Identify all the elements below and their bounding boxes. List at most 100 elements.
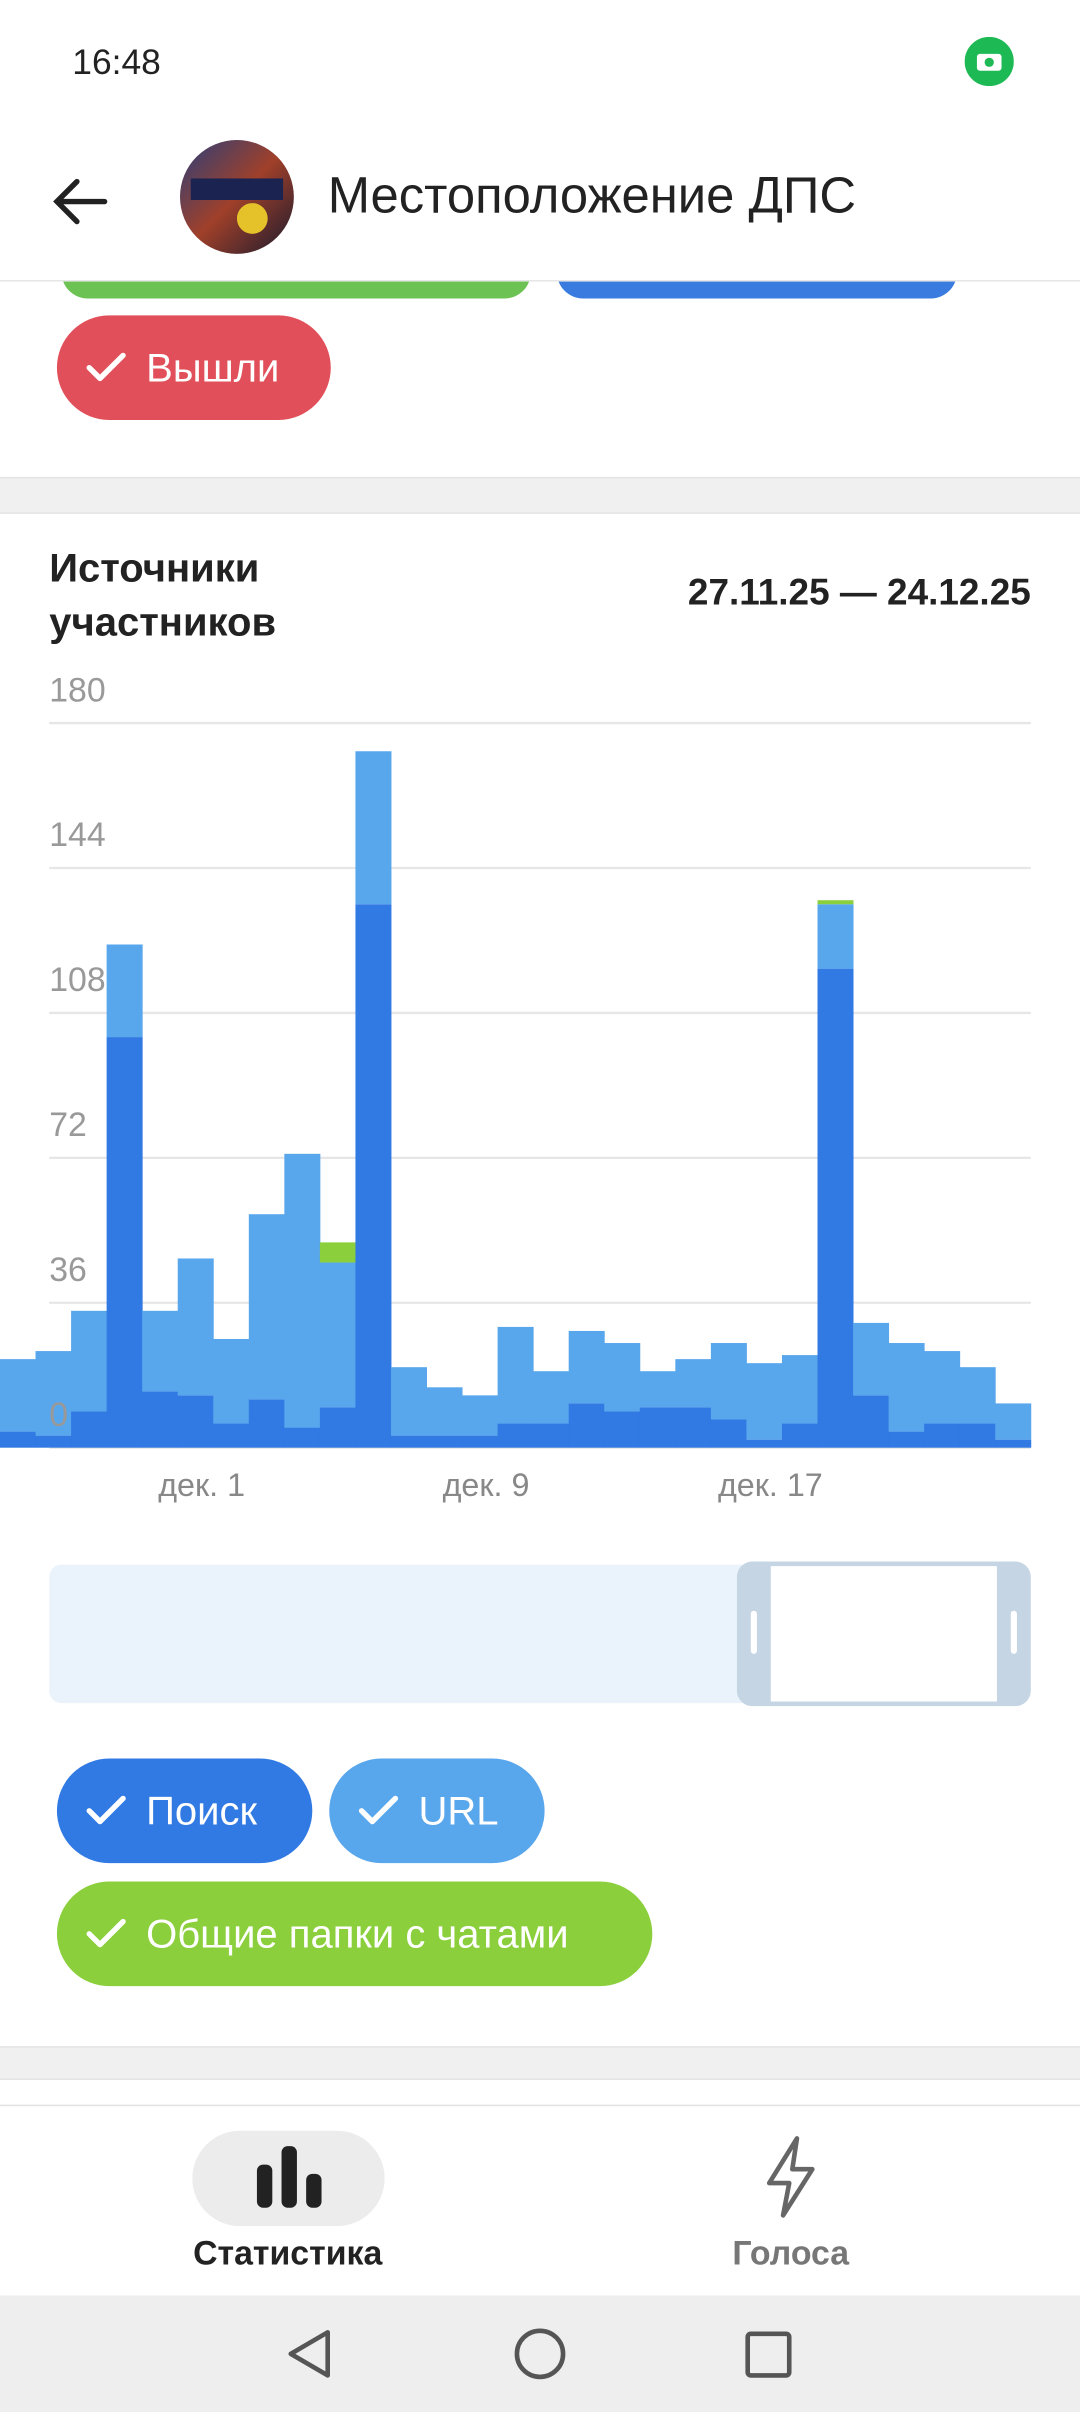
separator xyxy=(0,2046,1080,2081)
bar-segment xyxy=(924,1351,961,1424)
bar-segment xyxy=(319,1407,356,1448)
bar-segment xyxy=(924,1423,961,1448)
chip-label: Вышли xyxy=(146,343,280,391)
chart: дек. 1 дек. 9 дек. 17 0 36 72 108 144 180 xyxy=(0,677,1032,1503)
status-time: 16:48 xyxy=(72,41,161,82)
avatar[interactable] xyxy=(178,138,295,255)
bar-segment xyxy=(390,1367,427,1436)
nav-label: Статистика xyxy=(193,2233,383,2273)
bar-segment xyxy=(639,1407,676,1448)
bar-segment xyxy=(746,1363,783,1440)
bar-segment xyxy=(497,1326,534,1424)
bar-segment xyxy=(568,1403,605,1448)
check-icon xyxy=(86,1795,126,1825)
y-tick-label: 72 xyxy=(49,1106,87,1144)
filter-chip[interactable]: Вышли xyxy=(56,315,331,421)
bar-segment xyxy=(71,1310,108,1412)
header: Местоположение ДПС xyxy=(0,123,1080,282)
bar-segment xyxy=(497,1423,534,1448)
legend-chip[interactable]: Поиск xyxy=(56,1758,313,1864)
bar-segment xyxy=(888,1343,925,1432)
bar-segment xyxy=(568,1330,605,1404)
bar-segment xyxy=(0,1359,37,1432)
bar-segment xyxy=(817,900,854,905)
bar-segment xyxy=(995,1403,1032,1440)
legend-label: Общие папки с чатами xyxy=(146,1910,569,1957)
nav-item[interactable]: Голоса xyxy=(677,2106,905,2297)
check-icon xyxy=(86,1918,126,1948)
back-key[interactable] xyxy=(288,2330,331,2378)
bar-segment xyxy=(675,1359,712,1408)
bar-segment xyxy=(426,1435,463,1448)
home-key[interactable] xyxy=(514,2328,566,2380)
section-title: Источники участников xyxy=(49,544,277,645)
bar-segment xyxy=(142,1391,179,1448)
x-tick-label: дек. 1 xyxy=(158,1467,245,1503)
legend-chip[interactable]: URL xyxy=(329,1758,545,1864)
bar-segment xyxy=(533,1371,570,1424)
nav-item[interactable]: Статистика xyxy=(154,2106,422,2297)
camera-indicator xyxy=(964,36,1014,87)
x-tick-label: дек. 17 xyxy=(718,1467,823,1503)
bar-segment xyxy=(817,968,854,1448)
bar-segment xyxy=(781,1355,818,1424)
navigator-handle xyxy=(750,1610,757,1654)
bar-segment xyxy=(177,1258,214,1396)
y-tick-label: 36 xyxy=(49,1251,87,1289)
chat-title: Местоположение ДПС xyxy=(327,166,857,224)
bar-segment xyxy=(959,1367,996,1424)
back-button[interactable] xyxy=(46,168,114,236)
bar-segment xyxy=(853,1322,890,1396)
bar-segment xyxy=(533,1423,570,1448)
x-tick-label: дек. 9 xyxy=(443,1467,530,1503)
bar-segment xyxy=(177,1395,214,1448)
stats-icon xyxy=(192,2130,385,2227)
bar-segment xyxy=(817,904,854,969)
y-tick-label: 180 xyxy=(49,677,105,709)
bar-segment xyxy=(142,1310,179,1392)
bar-segment xyxy=(604,1343,641,1412)
bar-segment xyxy=(355,751,392,905)
bar-segment xyxy=(35,1435,72,1448)
bar-segment xyxy=(248,1399,285,1448)
bolt-icon xyxy=(766,2136,815,2218)
bar-segment xyxy=(462,1395,499,1436)
bar-segment xyxy=(604,1411,641,1448)
bar-segment xyxy=(319,1262,356,1408)
bar-segment xyxy=(0,1431,37,1448)
bar-segment xyxy=(853,1395,890,1448)
bar-segment xyxy=(746,1439,783,1448)
check-icon xyxy=(358,1795,399,1825)
bar-segment xyxy=(781,1423,818,1448)
y-tick-label: 0 xyxy=(49,1396,68,1434)
bar-segment xyxy=(71,1411,108,1448)
legend-label: URL xyxy=(418,1786,499,1834)
bar-segment xyxy=(213,1339,250,1424)
bar-segment xyxy=(710,1419,747,1448)
bar-segment xyxy=(35,1351,72,1436)
bar-segment xyxy=(462,1435,499,1448)
check-icon xyxy=(86,352,126,382)
navigator-window[interactable] xyxy=(736,1561,1031,1707)
bar-segment xyxy=(959,1423,996,1448)
date-range: 27.11.25 — 24.12.25 xyxy=(687,572,1031,614)
bar-segment xyxy=(106,944,143,1038)
bar-segment xyxy=(888,1431,925,1448)
bar-segment xyxy=(426,1387,463,1436)
legend-chip[interactable]: Общие папки с чатами xyxy=(56,1881,653,1987)
system-nav xyxy=(0,2295,1080,2412)
bar-segment xyxy=(639,1371,676,1408)
recents-key[interactable] xyxy=(745,2331,792,2378)
y-tick-label: 108 xyxy=(49,961,105,999)
bar-segment xyxy=(390,1435,427,1448)
bar-segment xyxy=(248,1214,285,1400)
separator xyxy=(0,476,1080,514)
bar-segment xyxy=(710,1343,747,1420)
y-tick-label: 144 xyxy=(49,816,105,854)
nav-label: Голоса xyxy=(732,2233,850,2273)
legend-label: Поиск xyxy=(146,1786,257,1834)
bar-segment xyxy=(106,1037,143,1448)
bar-segment xyxy=(675,1407,712,1448)
